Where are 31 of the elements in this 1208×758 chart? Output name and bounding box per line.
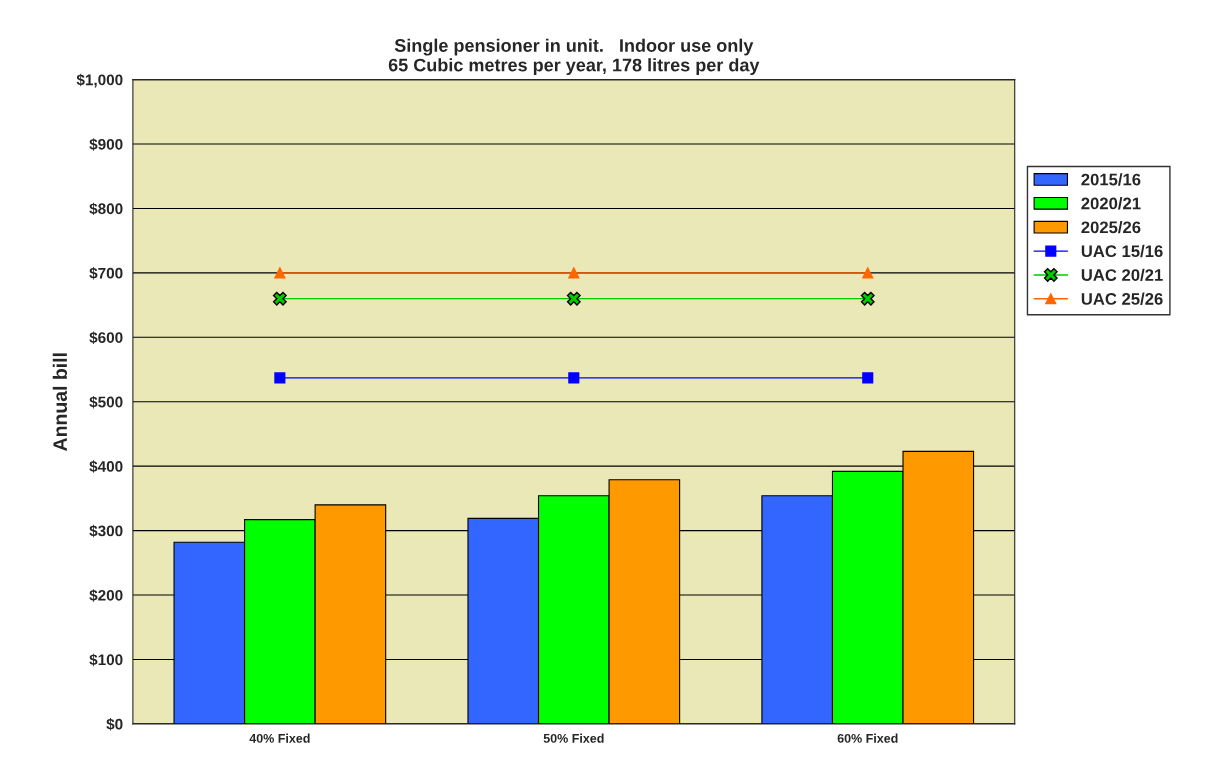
y-tick-label: $1,000	[76, 73, 123, 88]
legend-label: 2025/26	[1081, 220, 1141, 234]
y-tick-label: $0	[106, 718, 123, 731]
point	[862, 267, 874, 279]
point	[568, 372, 580, 384]
legend-label: UAC 25/26	[1081, 292, 1163, 305]
y-tick-label: $600	[89, 331, 123, 344]
point	[566, 291, 581, 306]
y-tick-label: $100	[89, 653, 123, 667]
y-axis-title: Annual bill	[52, 353, 68, 451]
x-tick-label: 50% Fixed	[543, 733, 604, 743]
legend-label: UAC 20/21	[1081, 268, 1163, 282]
legend-label: 2015/16	[1081, 173, 1141, 186]
legend-label: 2020/21	[1081, 197, 1141, 210]
y-tick-label: $800	[89, 202, 123, 216]
x-tick-label: 60% Fixed	[837, 733, 898, 743]
y-tick-label: $300	[89, 524, 123, 538]
point	[568, 267, 580, 279]
y-tick-label: $900	[89, 138, 123, 151]
y-tick-label: $700	[89, 267, 123, 280]
chart-title: Single pensioner in unit. Indoor use only 65 Cubic metres per year, 178 litres per day	[388, 38, 760, 75]
y-tick-label: $500	[89, 395, 123, 409]
y-tick-label: $400	[89, 460, 123, 473]
point	[862, 372, 874, 384]
y-tick-label: $200	[89, 589, 123, 602]
x-tick-label: 40% Fixed	[249, 733, 310, 743]
point	[274, 267, 286, 279]
point	[272, 291, 287, 306]
point	[274, 372, 286, 384]
legend-label: UAC 15/16	[1081, 244, 1163, 258]
point	[860, 291, 875, 306]
